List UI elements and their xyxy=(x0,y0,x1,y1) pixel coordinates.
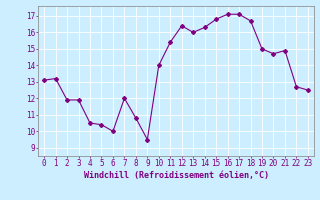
X-axis label: Windchill (Refroidissement éolien,°C): Windchill (Refroidissement éolien,°C) xyxy=(84,171,268,180)
